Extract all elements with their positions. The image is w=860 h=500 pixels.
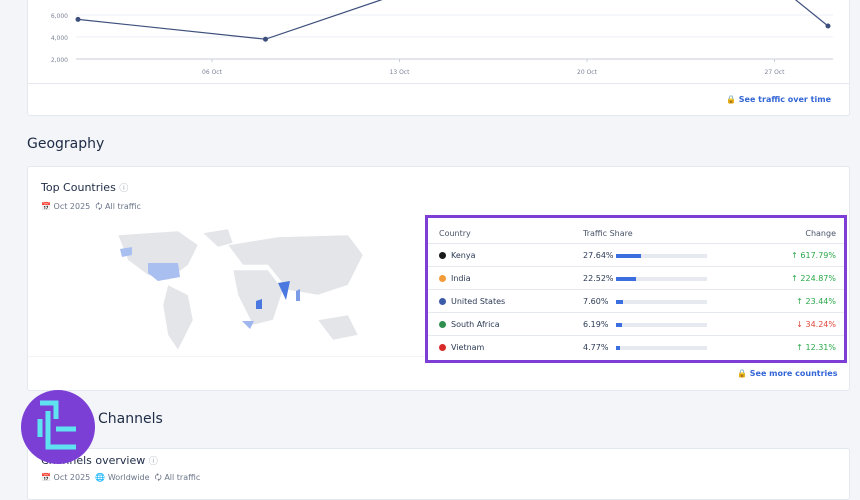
country-row: Vietnam 4.77% ↑ 12.31% [428,335,844,359]
country-row: United States 7.60% ↑ 23.44% [428,289,844,313]
y-tick-label: 4,000 [51,35,68,42]
country-name: United States [451,297,506,306]
card-meta: 📅 Oct 2025 🗘 All traffic [41,202,141,211]
share-label: 27.64% [583,251,614,260]
section-heading: Channels [98,411,163,427]
traffic-link[interactable]: 🔒 See traffic over time [726,95,831,104]
share-track [616,254,707,258]
logo [21,390,95,464]
country-row: India 22.52% ↑ 224.87% [428,266,844,290]
share-track [616,346,707,350]
change: ↑ 224.87% [791,274,836,283]
change-value: 224.87% [800,274,836,283]
flag [439,275,446,282]
traffic: All traffic [105,202,141,211]
country-row: Kenya 27.64% ↑ 617.79% [428,243,844,267]
share-track [616,277,707,281]
x-tick-label: 06 Oct [202,69,223,76]
share-label: 7.60% [583,297,609,306]
share-track [616,300,707,304]
traffic-line [77,0,829,40]
x-tick-label: 27 Oct [765,69,786,76]
column-header: Traffic Share [583,229,633,238]
country-name: Vietnam [451,343,485,352]
flag [439,252,446,259]
share-bar [616,254,642,258]
countries-link[interactable]: 🔒 See more countries [737,369,838,378]
share-label: 22.52% [583,274,614,283]
share-label: 4.77% [583,343,609,352]
share-bar [616,346,621,350]
section-heading: Geography [27,136,105,152]
share-bar [616,300,623,304]
share-label: 6.19% [583,320,609,329]
card-title: Top Countries ⓘ [41,181,129,194]
change: ↑ 617.79% [791,251,836,260]
link-text[interactable]: See traffic over time [738,95,831,104]
traffic-point [75,16,81,22]
country-name: India [451,274,471,283]
change: ↑ 12.31% [796,343,836,352]
change: ↑ 23.44% [796,297,836,306]
card-meta: 📅 Oct 2025 🌐 Worldwide 🗘 All traffic [41,473,201,482]
traffic-point [263,36,268,42]
flag [439,321,446,328]
link-text[interactable]: See more countries [749,369,838,378]
y-tick-label: 2,000 [51,57,68,64]
channels-card: Channels overview ⓘ 📅 Oct 2025 🌐 Worldwi… [27,448,850,500]
world-map [28,228,428,357]
change-value: 12.31% [805,343,836,352]
share-track [616,323,707,327]
country-name: South Africa [451,320,500,329]
traffic-chart: 2,000 4,000 6,000 06 Oct 13 Oct 20 Oct 27 Oct [51,0,833,76]
x-tick-label: 13 Oct [390,69,411,76]
share-bar [616,323,622,327]
country-name: Kenya [451,251,476,260]
countries-table: Country Traffic Share Change Kenya 27.64%… [425,215,847,363]
change-value: 34.24% [805,320,836,329]
traffic-point [825,23,831,29]
period: Oct 2025 [53,202,91,211]
flag [439,298,446,305]
change: ↓ 34.24% [796,320,836,329]
page: 2,000 4,000 6,000 06 Oct 13 Oct 20 Oct 27 Oct … [21,0,850,500]
column-header: Change [805,229,836,238]
y-tick-label: 6,000 [51,13,68,20]
divider [28,83,849,84]
region: Worldwide [107,473,150,482]
traffic-card: 2,000 4,000 6,000 06 Oct 13 Oct 20 Oct 27 Oct … [27,0,850,116]
change-value: 23.44% [805,297,836,306]
traffic: All traffic [164,473,201,482]
x-tick-label: 20 Oct [577,69,598,76]
flag [439,344,446,351]
title-text: Top Countries [41,181,116,194]
change-value: 617.79% [800,251,836,260]
share-bar [616,277,637,281]
period: Oct 2025 [53,473,91,482]
country-row: South Africa 6.19% ↓ 34.24% [428,312,844,336]
column-header: Country [439,229,471,238]
